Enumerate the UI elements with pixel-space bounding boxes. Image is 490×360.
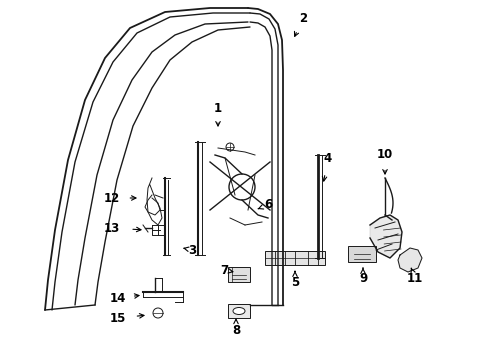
Circle shape [229,174,255,200]
Text: 7: 7 [220,264,228,276]
Text: 3: 3 [188,243,196,256]
Text: 8: 8 [232,324,240,337]
FancyBboxPatch shape [348,246,376,262]
Ellipse shape [233,307,245,315]
Text: 9: 9 [359,271,367,284]
Text: 14: 14 [110,292,126,305]
Text: 12: 12 [104,192,120,204]
Polygon shape [398,248,422,272]
Text: 10: 10 [377,148,393,162]
Text: 11: 11 [407,271,423,284]
Text: 5: 5 [291,275,299,288]
Polygon shape [370,215,402,258]
FancyBboxPatch shape [228,304,250,318]
Text: 2: 2 [299,12,307,24]
Circle shape [153,308,163,318]
FancyBboxPatch shape [265,251,325,265]
Text: 15: 15 [110,311,126,324]
Circle shape [226,143,234,151]
Text: 13: 13 [104,221,120,234]
Text: 4: 4 [324,152,332,165]
Text: 6: 6 [264,198,272,211]
Text: 1: 1 [214,102,222,114]
FancyBboxPatch shape [228,267,250,282]
